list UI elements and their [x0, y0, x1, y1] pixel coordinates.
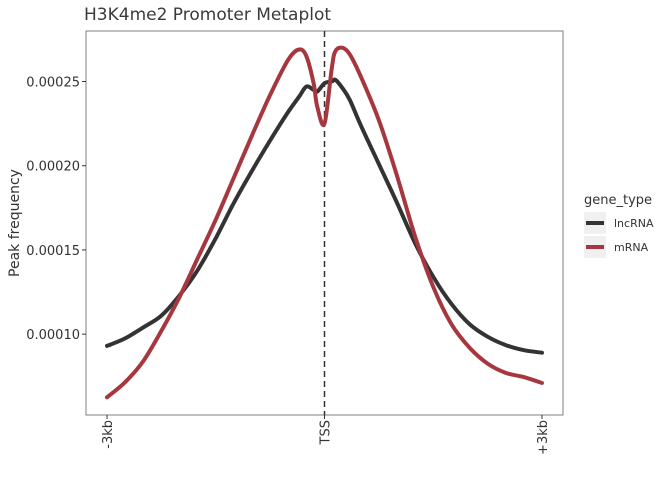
x-tick-label: TSS: [319, 420, 334, 445]
y-tick-label: 0.00015: [26, 244, 80, 259]
y-tick-label: 0.00020: [26, 160, 80, 175]
series-line-lncrna: [105, 77, 544, 355]
chart-title: H3K4me2 Promoter Metaplot: [84, 5, 331, 25]
y-tick-label: 0.00025: [26, 76, 80, 91]
x-tick-label: +3kb: [536, 420, 551, 455]
axis-layer: 0.00010 0.00015 0.00020 0.00025 -3kb TSS +3kb: [26, 76, 551, 455]
series-line-mrna: [105, 45, 544, 400]
y-axis-title: Peak frequency: [7, 169, 23, 277]
legend-label-mrna: mRNA: [614, 241, 649, 254]
legend: gene_type lncRNA mRNA: [584, 193, 654, 258]
series-layer: [105, 31, 544, 415]
x-tick-label: -3kb: [101, 420, 116, 449]
legend-title: gene_type: [584, 193, 652, 208]
legend-label-lncrna: lncRNA: [614, 217, 654, 230]
y-tick-label: 0.00010: [26, 328, 80, 343]
